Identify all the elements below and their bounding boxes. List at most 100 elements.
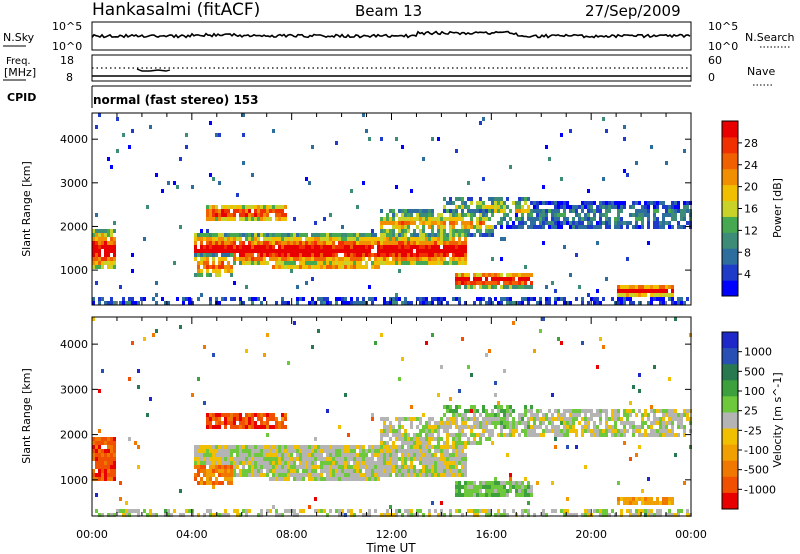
power-cell (530, 297, 533, 301)
power-cell (440, 257, 443, 261)
power-cell (452, 297, 455, 301)
power-cell (506, 301, 509, 305)
power-cell (128, 301, 131, 305)
power-cell (356, 265, 359, 269)
vel-cell (605, 513, 608, 517)
power-cell (302, 265, 305, 269)
power-cell (425, 253, 428, 257)
power-cell (476, 217, 479, 221)
vel-cell (446, 449, 449, 453)
y-tick-label: 2000 (60, 429, 88, 442)
power-cell (365, 261, 368, 265)
power-cell (374, 253, 377, 257)
power-cell (212, 257, 215, 261)
vel-cell (383, 457, 386, 461)
power-cell (341, 261, 344, 265)
power-cell (605, 201, 608, 205)
power-cell (545, 285, 548, 289)
vel-cell (629, 413, 632, 417)
vel-cell (236, 457, 239, 461)
power-cell (305, 265, 308, 269)
vel-cell (311, 469, 314, 473)
power-cell (596, 297, 599, 301)
power-cell (578, 205, 581, 209)
power-cell (620, 225, 623, 229)
vel-cell (269, 453, 272, 457)
power-cell (215, 273, 218, 277)
power-cell (452, 225, 455, 229)
vel-cell (344, 457, 347, 461)
vel-cell (383, 433, 386, 437)
power-cell (332, 245, 335, 249)
power-cell (560, 213, 563, 217)
vel-cell (344, 445, 347, 449)
power-cell (119, 301, 122, 305)
vel-cell (563, 409, 566, 413)
power-cell (242, 161, 245, 165)
vel-cell (335, 465, 338, 469)
power-cell (299, 245, 302, 249)
vel-cell (245, 425, 248, 429)
vel-cell (410, 405, 413, 409)
power-cell (131, 301, 134, 305)
vel-cell (410, 441, 413, 445)
power-cell (329, 261, 332, 265)
vel-cell (659, 417, 662, 421)
vel-cell (617, 481, 620, 485)
power-cell (269, 245, 272, 249)
vel-cell (380, 449, 383, 453)
power-cell (629, 221, 632, 225)
vel-cell (392, 425, 395, 429)
power-cell (482, 273, 485, 277)
power-cell (455, 209, 458, 213)
power-cell (647, 205, 650, 209)
vel-cell (551, 429, 554, 433)
power-cell (95, 249, 98, 253)
vel-cell (458, 457, 461, 461)
power-cell (479, 273, 482, 277)
power-cell (419, 229, 422, 233)
vel-cell (461, 441, 464, 445)
vel-cell (671, 425, 674, 429)
power-cell (419, 209, 422, 213)
vel-cell (500, 513, 503, 517)
vel-cell (500, 489, 503, 493)
vel-cell (200, 453, 203, 457)
power-cell (92, 241, 95, 245)
vel-cell (212, 469, 215, 473)
vel-cell (368, 445, 371, 449)
vel-cell (377, 469, 380, 473)
power-cell (452, 217, 455, 221)
power-cell (116, 149, 119, 153)
power-cell (245, 217, 248, 221)
colorbar-swatch (722, 280, 738, 297)
power-cell (203, 257, 206, 261)
power-cell (251, 253, 254, 257)
vel-cell (662, 421, 665, 425)
vel-cell (353, 445, 356, 449)
vel-cell (413, 433, 416, 437)
vel-cell (557, 433, 560, 437)
vel-cell (365, 469, 368, 473)
vel-cell (107, 445, 110, 449)
power-cell (422, 233, 425, 237)
vel-cell (434, 421, 437, 425)
power-cell (182, 301, 185, 305)
power-cell (338, 297, 341, 301)
vel-cell (281, 513, 284, 517)
vel-cell (263, 453, 266, 457)
vel-cell (203, 513, 206, 517)
vel-cell (113, 473, 116, 477)
power-cell (101, 245, 104, 249)
vel-cell (254, 413, 257, 417)
power-cell (554, 225, 557, 229)
power-cell (110, 301, 113, 305)
vel-cell (389, 505, 392, 509)
power-cell (407, 225, 410, 229)
vel-cell (230, 417, 233, 421)
power-cell (686, 297, 689, 301)
vel-cell (230, 469, 233, 473)
power-cell (404, 237, 407, 241)
vel-cell (680, 417, 683, 421)
